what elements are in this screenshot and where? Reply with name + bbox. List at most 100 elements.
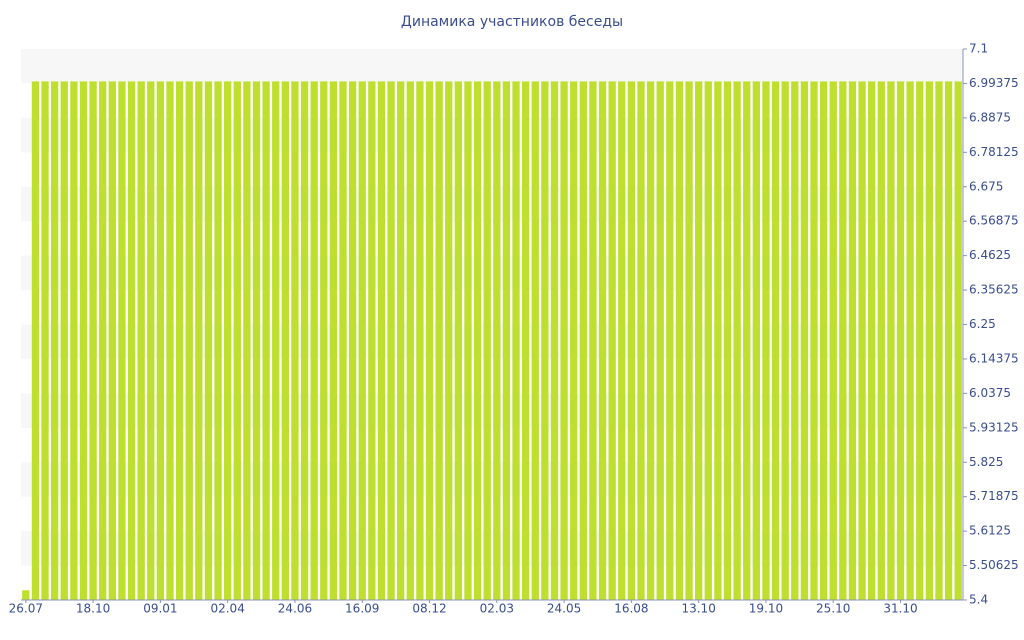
- bar: [445, 81, 453, 601]
- bar: [127, 81, 136, 601]
- bar: [685, 81, 693, 601]
- bar: [435, 81, 443, 601]
- grid-band: [21, 49, 963, 84]
- bar: [829, 81, 837, 601]
- y-tick-label: 6.25: [969, 317, 996, 331]
- x-tick-label: 31.10: [883, 602, 917, 616]
- bar: [935, 81, 943, 601]
- bar: [50, 81, 59, 601]
- bar: [377, 81, 386, 601]
- y-tick-label: 6.56875: [969, 214, 1019, 228]
- bar: [896, 81, 905, 601]
- y-tick-label: 6.8875: [969, 110, 1011, 124]
- x-tick-label: 24.06: [278, 602, 312, 616]
- bar: [175, 81, 184, 601]
- bar: [31, 81, 40, 601]
- x-tick-label: 19.10: [749, 602, 783, 616]
- bar: [868, 81, 876, 601]
- bar: [598, 81, 607, 601]
- bar: [887, 81, 895, 601]
- x-tick-label: 02.04: [210, 602, 244, 616]
- bar: [627, 81, 636, 601]
- bar: [800, 81, 809, 601]
- bar: [291, 81, 299, 601]
- bar: [858, 81, 866, 601]
- bar: [185, 81, 193, 601]
- bar: [848, 81, 857, 601]
- x-tick-label: 18.10: [76, 602, 110, 616]
- bar: [733, 81, 741, 601]
- bar: [214, 81, 222, 601]
- bar: [425, 81, 434, 601]
- bar: [637, 81, 645, 601]
- y-tick-label: 6.35625: [969, 283, 1019, 297]
- bar: [166, 81, 174, 601]
- bar: [454, 81, 463, 601]
- y-tick-label: 7.1: [969, 42, 988, 56]
- bar: [416, 81, 424, 601]
- x-tick-label: 26.07: [9, 602, 43, 616]
- bar: [79, 81, 88, 601]
- bar: [195, 81, 203, 601]
- bar: [743, 81, 751, 601]
- x-tick-label: 09.01: [143, 602, 177, 616]
- bar: [233, 81, 241, 601]
- bar: [473, 81, 482, 601]
- bar: [320, 81, 328, 601]
- bar: [310, 81, 318, 601]
- bar: [272, 81, 280, 601]
- x-tick-label: 25.10: [816, 602, 850, 616]
- bar: [262, 81, 270, 601]
- bar: [704, 81, 712, 601]
- bar: [695, 81, 703, 601]
- bar: [589, 81, 597, 601]
- y-tick-label: 5.825: [969, 455, 1003, 469]
- bar: [618, 81, 626, 601]
- bar: [60, 81, 68, 601]
- bar: [550, 81, 559, 601]
- x-tick-label: 24.05: [547, 602, 581, 616]
- bar: [560, 81, 568, 601]
- bar: [99, 81, 107, 601]
- bar: [252, 81, 261, 601]
- y-tick-label: 6.14375: [969, 351, 1019, 365]
- bar: [224, 81, 232, 601]
- bar: [954, 81, 962, 601]
- bar: [916, 81, 924, 601]
- bar: [406, 81, 414, 601]
- bar: [368, 81, 376, 601]
- bar: [646, 81, 655, 601]
- bar: [521, 81, 530, 601]
- bar: [464, 81, 472, 601]
- bar: [147, 81, 155, 601]
- bar: [358, 81, 366, 601]
- bar: [281, 81, 289, 601]
- bar: [483, 81, 491, 601]
- bar: [944, 81, 953, 601]
- bar: [819, 81, 828, 601]
- bar: [666, 81, 674, 601]
- bar: [493, 81, 501, 601]
- y-tick-label: 5.93125: [969, 420, 1019, 434]
- bar: [300, 81, 309, 601]
- x-tick-label: 08.12: [412, 602, 446, 616]
- y-tick-label: 6.78125: [969, 145, 1019, 159]
- bar: [531, 81, 539, 601]
- x-tick-label: 02.03: [480, 602, 514, 616]
- y-tick-label: 5.4: [969, 593, 988, 607]
- bar: [339, 81, 347, 601]
- x-tick-label: 16.08: [614, 602, 648, 616]
- x-tick-label: 13.10: [681, 602, 715, 616]
- bar: [541, 81, 549, 601]
- bar: [839, 81, 847, 601]
- bar: [579, 81, 587, 601]
- bar: [723, 81, 732, 601]
- bar: [387, 81, 395, 601]
- bar: [512, 81, 520, 601]
- bar: [41, 81, 49, 601]
- bar: [156, 81, 165, 601]
- bar: [243, 81, 251, 601]
- bar: [570, 81, 578, 601]
